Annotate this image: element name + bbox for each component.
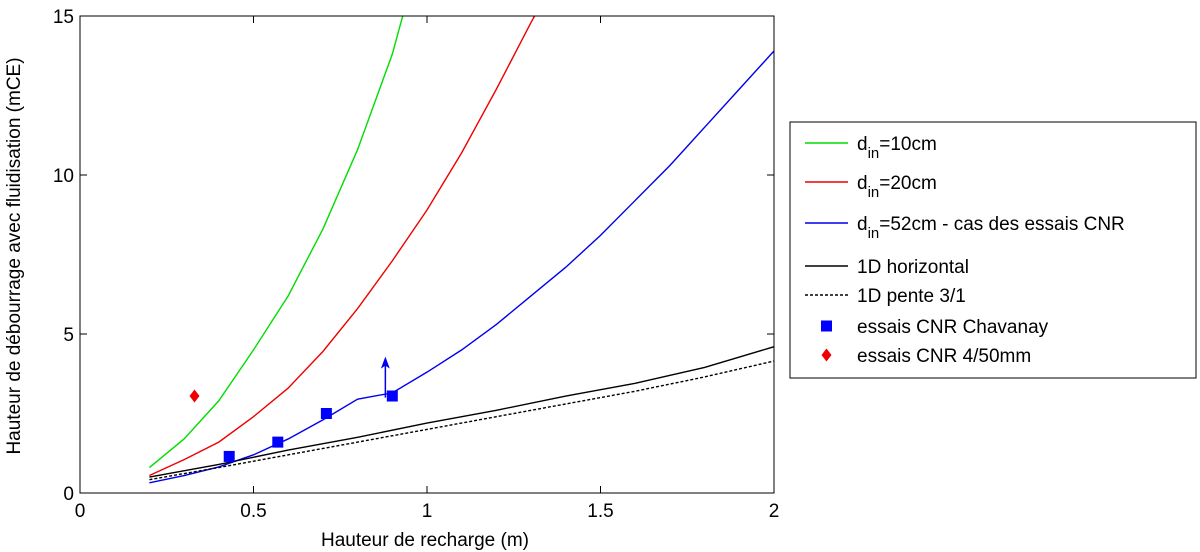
y-tick-label: 15 bbox=[53, 7, 74, 28]
legend-label: 1D pente 3/1 bbox=[857, 286, 966, 307]
legend-box bbox=[789, 121, 1197, 379]
y-tick-label: 10 bbox=[53, 166, 74, 187]
plot-area bbox=[80, 16, 774, 493]
legend-label: din=10cm bbox=[857, 134, 937, 162]
y-tick-label: 0 bbox=[63, 484, 74, 505]
legend-label: essais CNR 4/50mm bbox=[857, 346, 1031, 367]
legend-swatch bbox=[821, 348, 832, 362]
series-line-d-in-52cm-cas-des-essais-cnr bbox=[149, 50, 774, 484]
x-tick-label: 0 bbox=[75, 501, 86, 522]
annotation-layer bbox=[380, 356, 390, 398]
data-point-essais-cnr-chavanay-3 bbox=[386, 390, 398, 402]
legend-item-1d-pente-3-1: 1D pente 3/1 bbox=[805, 286, 966, 307]
legend-item-d-in-52cm-cas-des-essais-cnr: din=52cm - cas des essais CNR bbox=[805, 214, 1125, 242]
legend-label: 1D horizontal bbox=[857, 257, 969, 278]
series-layer bbox=[148, 16, 774, 484]
series-line-1d-horizontal bbox=[149, 346, 774, 478]
legend-item-d-in-20cm: din=20cm bbox=[805, 173, 937, 201]
x-tick-label: 1 bbox=[422, 501, 433, 522]
x-tick-label: 2 bbox=[769, 501, 780, 522]
data-point-essais-cnr-chavanay-0 bbox=[223, 450, 235, 462]
annotation-arrow-head bbox=[380, 356, 390, 369]
legend-label: din=20cm bbox=[857, 173, 937, 201]
legend-item-1d-horizontal: 1D horizontal bbox=[805, 257, 969, 278]
series-line-d-in-10cm bbox=[148, 16, 404, 469]
legend-item-essais-cnr-4-50mm: essais CNR 4/50mm bbox=[821, 346, 1031, 367]
legend-label: essais CNR Chavanay bbox=[857, 317, 1049, 338]
x-tick-label: 1.5 bbox=[587, 501, 613, 522]
data-point-essais-cnr-chavanay-2 bbox=[320, 408, 332, 419]
x-tick-label: 0.5 bbox=[240, 501, 266, 522]
plot-background bbox=[80, 16, 774, 493]
legend-label: din=52cm - cas des essais CNR bbox=[857, 214, 1125, 242]
series-line-1d-pente-3-1 bbox=[149, 360, 774, 481]
y-tick-label: 5 bbox=[63, 325, 74, 346]
data-point-essais-cnr-4-50mm-0 bbox=[189, 389, 200, 403]
axes: 0 0.5 1 1.5 2 0 5 10 15 bbox=[53, 7, 779, 522]
series-line-d-in-20cm bbox=[149, 16, 536, 477]
legend-item-essais-cnr-chavanay: essais CNR Chavanay bbox=[821, 317, 1049, 338]
legend-item-d-in-10cm: din=10cm bbox=[805, 134, 937, 162]
y-axis-label: Hauteur de débourrage avec fluidisation … bbox=[4, 57, 25, 454]
x-axis-label: Hauteur de recharge (m) bbox=[321, 530, 529, 551]
legend-swatch bbox=[821, 320, 832, 332]
data-point-essais-cnr-chavanay-1 bbox=[272, 436, 284, 448]
legend: din=10cm din=20cm din=52cm - cas des essai… bbox=[789, 121, 1197, 379]
